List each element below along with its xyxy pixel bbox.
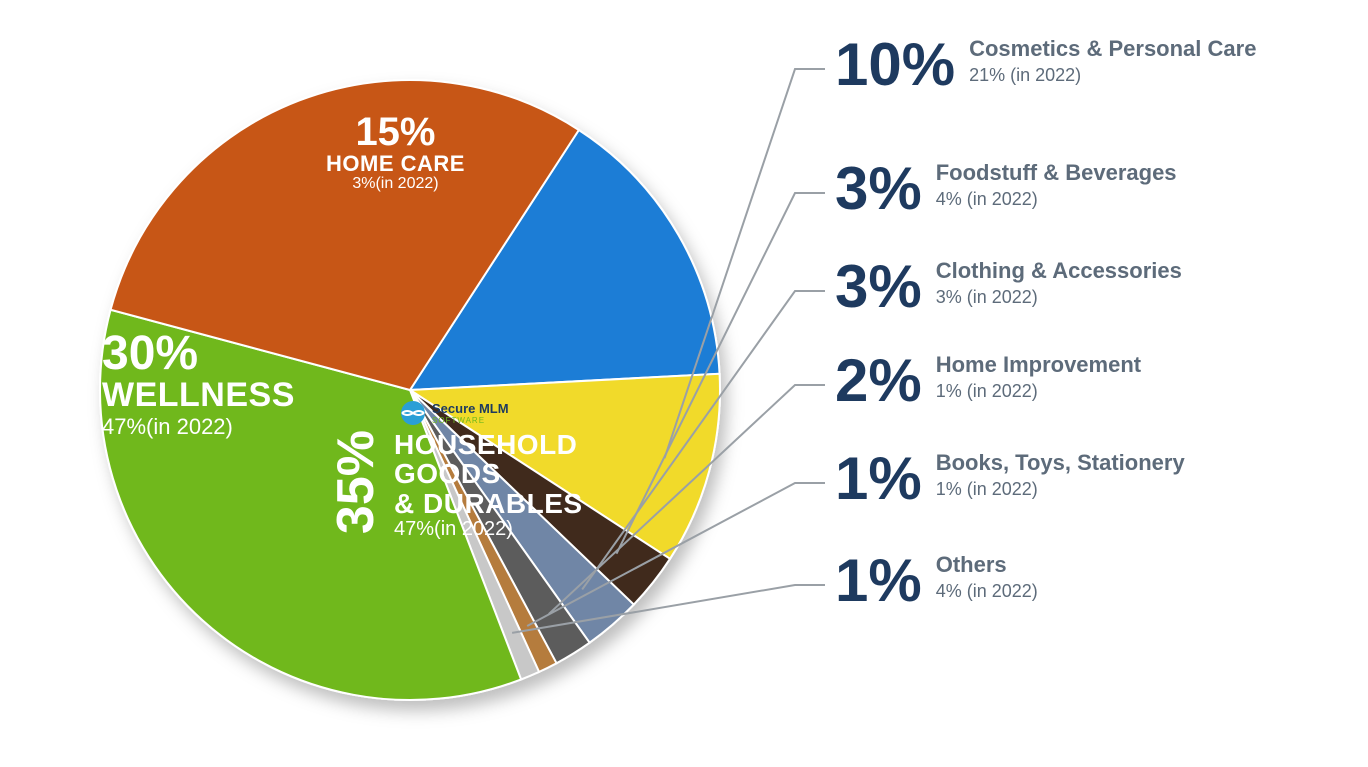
pie-chart-svg — [0, 0, 1368, 767]
chart-stage: 10% Cosmetics & Personal Care 21% (in 20… — [0, 0, 1368, 767]
